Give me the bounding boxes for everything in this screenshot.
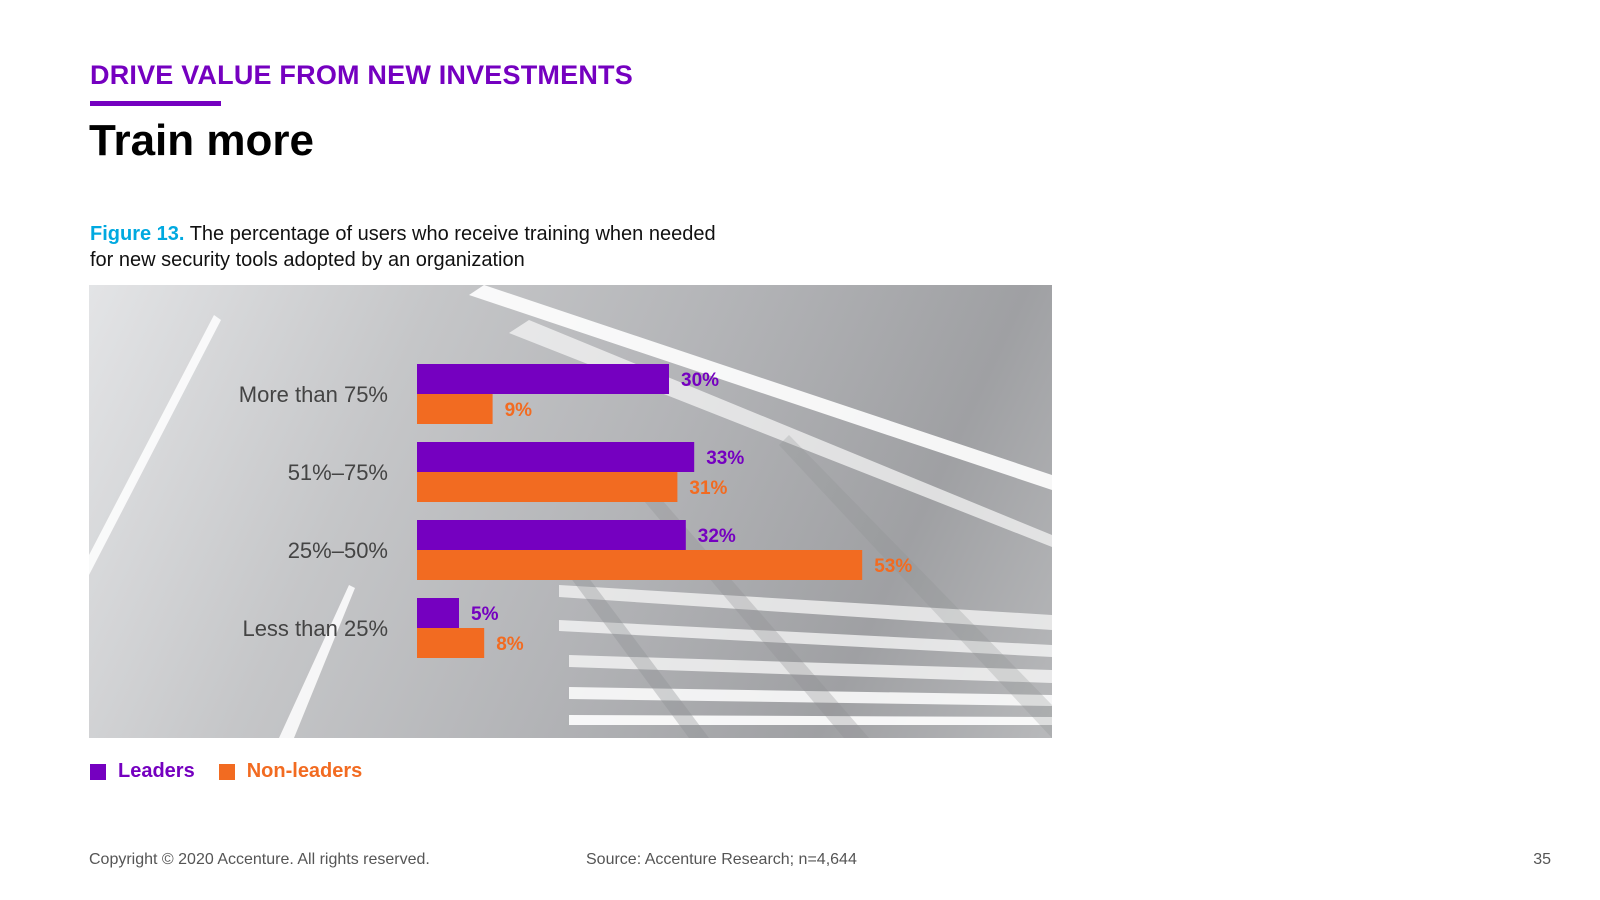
bar-non-leaders-2 <box>417 472 678 502</box>
value-label-leaders-3: 32% <box>698 526 736 547</box>
eyebrow-underline <box>90 101 221 106</box>
bar-leaders-1 <box>417 364 669 394</box>
value-label-non-leaders-3: 53% <box>874 556 912 577</box>
value-label-leaders-1: 30% <box>681 370 719 391</box>
value-label-non-leaders-1: 9% <box>505 400 533 421</box>
value-label-non-leaders-4: 8% <box>496 634 524 655</box>
value-label-leaders-2: 33% <box>706 448 744 469</box>
source-note: Source: Accenture Research; n=4,644 <box>586 851 857 868</box>
chart-area: More than 75% 30% 9% 51%–75% 33% 31% 25%–50% 32… <box>89 285 1052 738</box>
figure-caption: Figure 13. The percentage of users who r… <box>90 221 810 273</box>
bar-leaders-2 <box>417 442 695 472</box>
legend-label-leaders: Leaders <box>118 760 195 782</box>
page-title: Train more <box>89 116 314 165</box>
legend-label-non-leaders: Non-leaders <box>246 760 363 782</box>
category-label-1: More than 75% <box>239 382 388 407</box>
page-number: 35 <box>1533 851 1551 868</box>
chart-legend: Leaders Non-leaders <box>90 760 386 783</box>
category-label-3: 25%–50% <box>288 538 388 563</box>
value-label-non-leaders-2: 31% <box>689 478 727 499</box>
legend-swatch-leaders <box>90 763 106 780</box>
figure-label: Figure 13. <box>90 223 185 245</box>
bar-leaders-3 <box>417 520 686 550</box>
figure-caption-line1: The percentage of users who receive trai… <box>189 223 716 245</box>
legend-swatch-non-leaders <box>218 763 235 780</box>
section-eyebrow: DRIVE VALUE FROM NEW INVESTMENTS <box>90 60 633 90</box>
bar-chart: More than 75% 30% 9% 51%–75% 33% 31% 25%–50% 32… <box>239 364 912 658</box>
bar-non-leaders-1 <box>417 394 493 424</box>
figure-caption-line2: for new security tools adopted by an org… <box>90 249 525 271</box>
value-label-leaders-4: 5% <box>471 604 499 625</box>
legend-item-leaders: Leaders <box>90 760 195 783</box>
bar-leaders-4 <box>417 598 459 628</box>
legend-item-non-leaders: Non-leaders <box>218 760 363 783</box>
copyright-notice: Copyright © 2020 Accenture. All rights r… <box>89 851 430 868</box>
bar-non-leaders-3 <box>417 550 863 580</box>
bar-non-leaders-4 <box>417 628 485 658</box>
category-label-4: Less than 25% <box>242 616 388 641</box>
category-label-2: 51%–75% <box>288 460 388 485</box>
